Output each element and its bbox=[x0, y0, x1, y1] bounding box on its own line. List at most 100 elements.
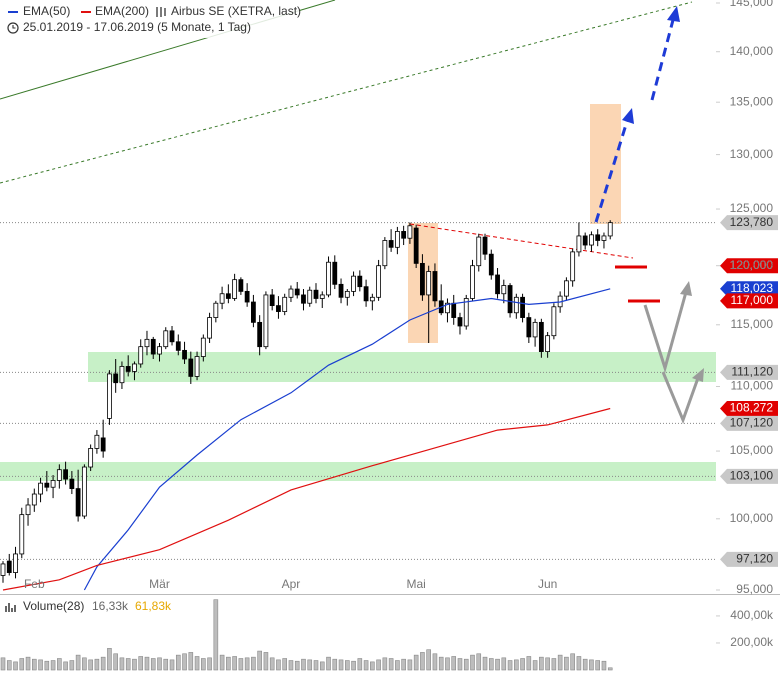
volume-bar bbox=[545, 657, 550, 671]
volume-bar bbox=[25, 656, 31, 671]
candle-body bbox=[88, 448, 94, 468]
level-tag bbox=[720, 281, 778, 297]
volume-bar bbox=[570, 653, 575, 671]
volume-bar bbox=[551, 658, 557, 671]
volume-bar bbox=[169, 659, 175, 671]
candle-body bbox=[150, 338, 156, 355]
volume-bar bbox=[401, 658, 406, 671]
candle-body bbox=[19, 514, 25, 555]
candle-body bbox=[369, 296, 375, 302]
volume-bar bbox=[382, 657, 388, 671]
volume-bar bbox=[326, 656, 331, 671]
volume-tick-label: 200,00k bbox=[730, 635, 774, 649]
plot bbox=[0, 220, 716, 591]
volume-bar bbox=[150, 658, 156, 671]
level-tag bbox=[720, 468, 778, 484]
level-label: 118,023 bbox=[731, 281, 774, 295]
volume-bar bbox=[269, 657, 275, 671]
candle-body bbox=[100, 437, 106, 452]
highlight-box bbox=[590, 104, 621, 224]
volume-bar bbox=[125, 658, 131, 671]
candle-body bbox=[238, 279, 244, 292]
volume-readout: 16,33k bbox=[92, 599, 129, 613]
volume-bar bbox=[288, 660, 294, 671]
candle-body bbox=[445, 302, 450, 314]
volume-bar bbox=[100, 656, 106, 671]
volume-bar bbox=[482, 656, 488, 671]
candle-body bbox=[601, 235, 607, 241]
volume-bar bbox=[301, 658, 306, 671]
candle-body bbox=[526, 317, 532, 338]
volume-bar bbox=[19, 658, 25, 671]
y-tick-label: 145,000 bbox=[730, 0, 774, 9]
y-tick-label: 125,000 bbox=[730, 201, 774, 215]
candle-body bbox=[363, 286, 369, 302]
candle-body bbox=[457, 317, 463, 327]
candle-body bbox=[107, 373, 112, 419]
volume-bar bbox=[582, 658, 588, 671]
candle-body bbox=[13, 553, 18, 573]
x-tick-label: Jun bbox=[538, 577, 557, 591]
candle-body bbox=[420, 262, 425, 296]
volume-bar bbox=[476, 653, 482, 671]
volume-bar bbox=[495, 658, 500, 671]
y-tick-label: 130,000 bbox=[730, 147, 774, 161]
candle-body bbox=[200, 337, 206, 357]
legend-label: EMA(50) bbox=[23, 4, 70, 18]
volume-bar bbox=[370, 661, 375, 671]
volume-bar bbox=[463, 658, 469, 671]
candle-body bbox=[50, 480, 56, 488]
clock-icon bbox=[7, 22, 19, 34]
level-label: 117,000 bbox=[731, 293, 774, 307]
volume-bar bbox=[282, 658, 288, 671]
volume-bar bbox=[157, 657, 162, 671]
candle-body bbox=[501, 285, 507, 295]
candle-body bbox=[175, 341, 181, 351]
y-tick-label: 110,000 bbox=[731, 379, 774, 393]
forecast-arrow bbox=[594, 19, 675, 223]
candle-body bbox=[551, 306, 557, 337]
volume-bar bbox=[213, 599, 219, 671]
candle-body bbox=[282, 296, 288, 312]
candle-body bbox=[213, 302, 219, 318]
candle-body bbox=[476, 236, 482, 267]
candle-body bbox=[376, 265, 382, 298]
volume-bar bbox=[520, 658, 525, 671]
arrow-head bbox=[680, 281, 692, 296]
candle-body bbox=[401, 231, 407, 239]
volume-bar bbox=[107, 648, 112, 671]
candle-body bbox=[225, 293, 231, 299]
volume-bar bbox=[257, 650, 262, 671]
volume-bar bbox=[175, 654, 181, 671]
candle-body bbox=[69, 478, 75, 489]
legend-label: EMA(200) bbox=[95, 4, 149, 18]
volume-bar bbox=[226, 656, 231, 671]
candle-body bbox=[532, 321, 538, 338]
x-tick-label: Apr bbox=[282, 577, 301, 591]
volume-bar bbox=[564, 656, 569, 671]
volume-bar bbox=[514, 659, 519, 671]
volume-bar bbox=[163, 658, 169, 671]
arrow-head bbox=[667, 6, 680, 22]
candle-body bbox=[451, 302, 457, 318]
volume-bar bbox=[501, 657, 507, 671]
volume-bar bbox=[294, 660, 300, 671]
candle-body bbox=[0, 563, 6, 576]
volume-icon bbox=[5, 603, 16, 612]
volume-bar bbox=[407, 659, 413, 671]
volume-bar bbox=[44, 660, 50, 671]
volume-bar bbox=[94, 658, 100, 671]
volume-bar bbox=[526, 656, 532, 671]
level-tag bbox=[720, 415, 778, 431]
candle-body bbox=[488, 253, 494, 276]
x-tick-label: Feb bbox=[24, 577, 45, 591]
volume-bar bbox=[470, 654, 475, 671]
legend-bg bbox=[0, 0, 300, 38]
level-label: 108,272 bbox=[730, 401, 774, 415]
candle-body bbox=[207, 317, 212, 339]
level-tag bbox=[720, 551, 778, 567]
candle-body bbox=[263, 294, 269, 348]
volume-bar bbox=[319, 661, 325, 671]
